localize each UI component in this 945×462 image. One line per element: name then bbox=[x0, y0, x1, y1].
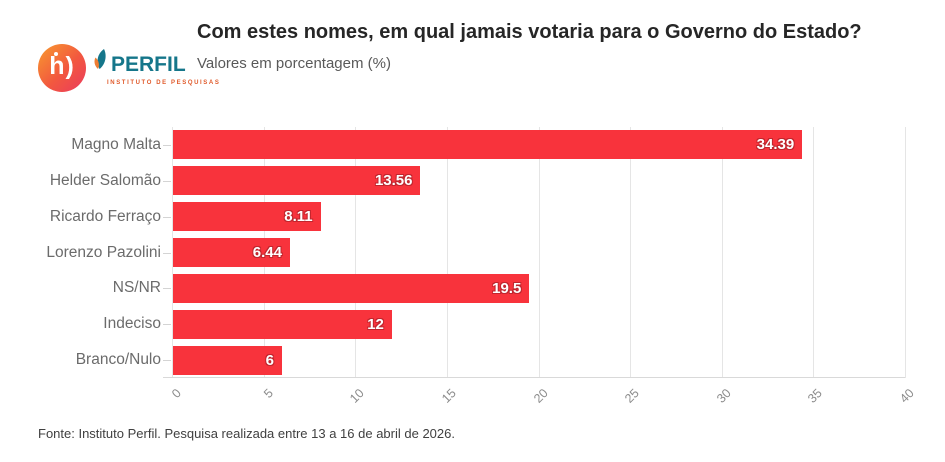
x-tick-label: 0 bbox=[169, 386, 184, 401]
x-tick-label: 15 bbox=[439, 386, 459, 406]
x-tick-label: 5 bbox=[260, 386, 276, 401]
logo-dot bbox=[54, 52, 58, 56]
bar-value-label: 19.5 bbox=[492, 279, 522, 297]
x-tick-label: 25 bbox=[622, 386, 643, 406]
logo-monogram: h) bbox=[49, 52, 75, 80]
bar-value-label: 8.11 bbox=[284, 208, 313, 226]
category-tick-mark bbox=[163, 360, 171, 362]
gridline-15 bbox=[446, 127, 448, 378]
x-tick-label: 20 bbox=[530, 386, 551, 406]
x-axis-line bbox=[163, 377, 905, 378]
bar-value-label: 13.56 bbox=[374, 172, 413, 190]
category-label: Branco/Nulo bbox=[75, 351, 161, 369]
bar-value-label: 6 bbox=[265, 351, 274, 369]
bar-3: 6.44 bbox=[173, 238, 290, 267]
instituto-perfil-logo: h) PERFIL INSTITUTO DE PESQUISAS bbox=[38, 44, 220, 92]
bar-4: 19.5 bbox=[173, 273, 530, 303]
gridline-30 bbox=[721, 127, 723, 378]
logo-brand-text: PERFIL bbox=[111, 53, 186, 76]
category-label: Helder Salomão bbox=[49, 171, 161, 189]
bar-value-label: 12 bbox=[367, 315, 384, 333]
gridline-0 bbox=[172, 127, 173, 378]
chart-header: Com estes nomes, em qual jamais votaria … bbox=[197, 20, 917, 72]
bar-value-label: 6.44 bbox=[252, 244, 282, 261]
gridline-20 bbox=[538, 127, 540, 378]
x-axis-ticks: 0 5 10 15 20 25 30 35 40 bbox=[169, 384, 917, 424]
x-tick-label: 30 bbox=[713, 386, 734, 406]
category-tick-mark bbox=[163, 324, 171, 326]
x-tick-label: 10 bbox=[347, 386, 368, 406]
x-tick-label: 35 bbox=[805, 386, 826, 406]
chart-subtitle: Valores em porcentagem (%) bbox=[197, 55, 391, 72]
logo-tagline-text: INSTITUTO DE PESQUISAS bbox=[107, 80, 221, 86]
chart-title: Com estes nomes, em qual jamais votaria … bbox=[197, 21, 862, 43]
plot-area: 34.39 13.56 8.11 6.44 19.5 12 6 bbox=[163, 127, 906, 378]
category-label: Indeciso bbox=[103, 315, 161, 333]
category-tick-mark bbox=[163, 180, 171, 182]
category-label: Lorenzo Pazolini bbox=[46, 243, 161, 261]
gridline-10 bbox=[355, 127, 357, 378]
category-tick-mark bbox=[163, 216, 171, 218]
bar-1: 13.56 bbox=[173, 166, 421, 196]
x-tick-label: 40 bbox=[897, 386, 917, 406]
category-label: Magno Malta bbox=[71, 135, 161, 153]
bar-2: 8.11 bbox=[173, 202, 321, 232]
gridline-25 bbox=[630, 127, 632, 378]
category-tick-mark bbox=[163, 252, 171, 254]
category-axis: Magno Malta Helder Salomão Ricardo Ferraço… bbox=[0, 127, 171, 378]
category-tick-mark bbox=[163, 144, 171, 146]
category-label: NS/NR bbox=[112, 279, 161, 297]
leaf-icon bbox=[93, 49, 109, 78]
bar-5: 12 bbox=[173, 309, 392, 339]
bar-value-label: 34.39 bbox=[756, 136, 795, 154]
bar-6: 6 bbox=[173, 345, 282, 375]
gridline-40 bbox=[905, 127, 906, 378]
logo-circle-icon: h) bbox=[38, 44, 86, 92]
logo-wordmark: PERFIL INSTITUTO DE PESQUISAS bbox=[93, 44, 220, 86]
category-tick-mark bbox=[163, 288, 171, 290]
source-note: Fonte: Instituto Perfil. Pesquisa realiz… bbox=[38, 426, 455, 441]
category-label: Ricardo Ferraço bbox=[49, 207, 161, 225]
bar-0: 34.39 bbox=[173, 130, 803, 160]
gridline-35 bbox=[813, 127, 815, 378]
